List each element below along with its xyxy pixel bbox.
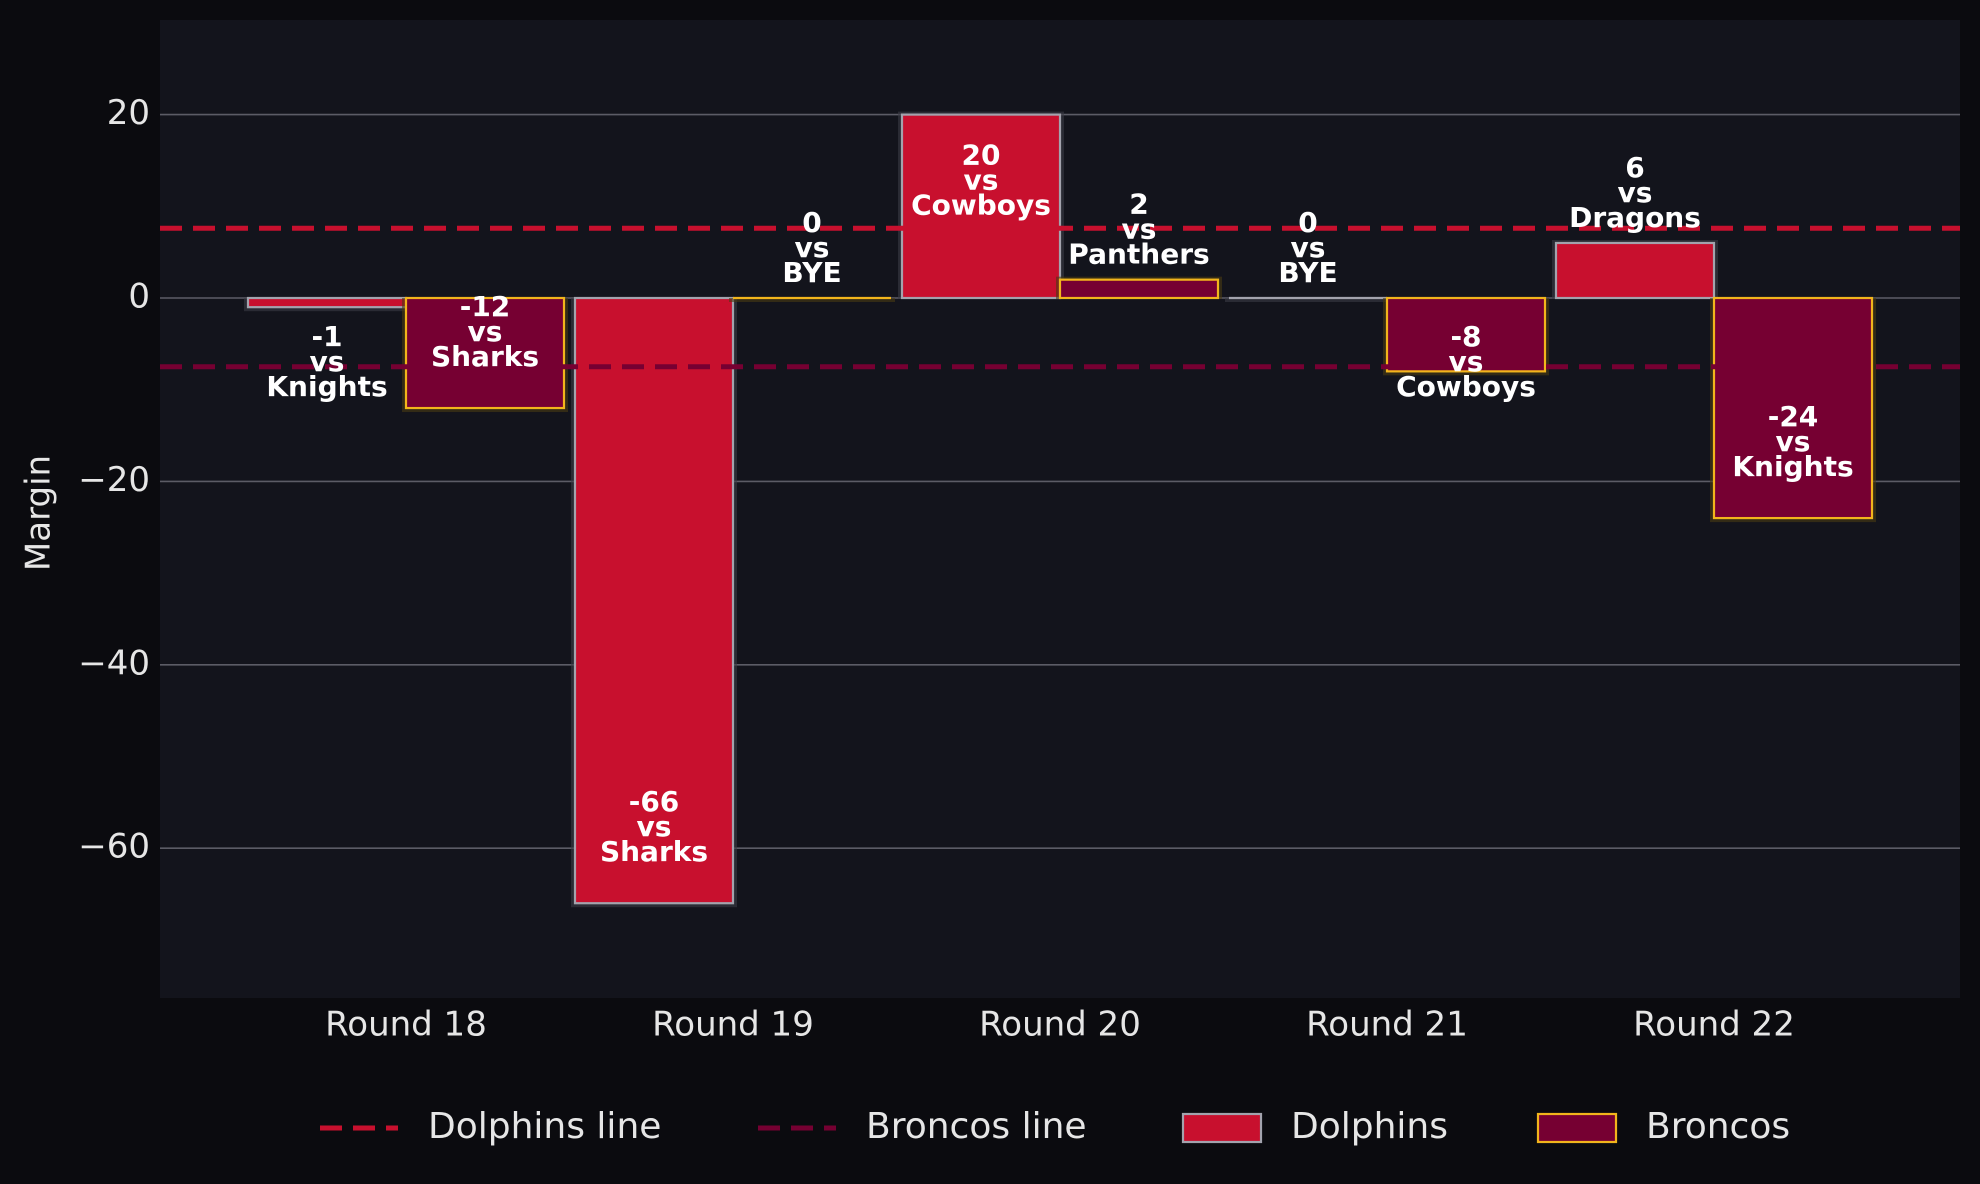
bar-shadow — [729, 298, 895, 302]
bar-value-label: BYE — [1278, 256, 1337, 289]
bar-value-label: vs — [795, 231, 830, 264]
bar-value-label: Dragons — [1569, 201, 1701, 234]
bar-dolphins — [573, 296, 735, 905]
x-axis: Round 18 Round 19 Round 20 Round 21 Round 22 — [325, 1005, 1795, 1045]
bar-value-label: Cowboys — [911, 189, 1051, 222]
bar-value-label: vs — [468, 315, 503, 348]
reference-lines — [160, 225, 1960, 370]
bar-shadow — [1225, 298, 1391, 302]
y-tick-label: 0 — [128, 277, 150, 317]
bar-labels: -1vsKnights-66vsSharks20vsCowboys0vsBYE6… — [266, 139, 1853, 869]
legend-patch-swatch — [1536, 1112, 1618, 1144]
bar-value-label: Sharks — [431, 340, 539, 373]
legend: Dolphins line Broncos line Dolphins Broncos — [320, 1106, 1790, 1147]
bar-value-label: Cowboys — [1396, 370, 1536, 403]
bar-value-label: 2 — [1129, 188, 1148, 221]
bar-value-label: vs — [1291, 231, 1326, 264]
bar-value-label: vs — [637, 810, 672, 843]
bar-value-label: -24 — [1768, 400, 1819, 433]
bar-value-label: 20 — [962, 139, 1001, 172]
bar-broncos — [1058, 278, 1220, 300]
bar-value-label: -8 — [1450, 320, 1481, 353]
bar-value-label: BYE — [782, 256, 841, 289]
y-axis-label: Margin — [19, 455, 59, 571]
y-tick-label: −60 — [78, 827, 150, 867]
bar-broncos — [404, 296, 566, 410]
bar-value-label: Knights — [1732, 450, 1853, 483]
y-axis: 20 0 −20 −40 −60 — [78, 93, 150, 867]
bar-value-label: -12 — [460, 290, 511, 323]
bar-value-label: Panthers — [1068, 238, 1209, 271]
x-tick-label: Round 18 — [325, 1005, 487, 1045]
bar-value-label: vs — [1122, 213, 1157, 246]
bar-value-label: Knights — [266, 370, 387, 403]
bar-broncos — [1385, 296, 1547, 373]
bar-broncos — [1712, 296, 1874, 520]
x-tick-label: Round 22 — [1633, 1005, 1795, 1045]
bar-dolphins — [246, 296, 408, 309]
y-tick-label: 20 — [107, 93, 150, 133]
bar-value-label: 0 — [802, 206, 821, 239]
legend-label: Broncos line — [866, 1106, 1087, 1147]
x-tick-label: Round 20 — [979, 1005, 1141, 1045]
legend-label: Broncos — [1646, 1106, 1790, 1147]
bar-value-label: vs — [1618, 176, 1653, 209]
bar-dolphins — [1554, 241, 1716, 300]
x-tick-label: Round 19 — [652, 1005, 814, 1045]
bar-value-label: vs — [1449, 345, 1484, 378]
legend-patch-swatch — [1181, 1112, 1263, 1144]
legend-label: Dolphins line — [428, 1106, 661, 1147]
legend-label: Dolphins — [1291, 1106, 1448, 1147]
bar-value-label: vs — [1776, 425, 1811, 458]
bar-value-label: 6 — [1625, 151, 1644, 184]
y-tick-label: −20 — [78, 460, 150, 500]
bar-value-label: vs — [310, 345, 345, 378]
bar-value-label: vs — [964, 164, 999, 197]
bars — [244, 111, 1876, 908]
bar-value-label: -1 — [311, 320, 342, 353]
x-tick-label: Round 21 — [1306, 1005, 1468, 1045]
bar-value-label: 0 — [1298, 206, 1317, 239]
bar-dolphins — [900, 113, 1062, 300]
y-tick-label: −40 — [78, 643, 150, 683]
bar-value-label: -66 — [629, 785, 680, 818]
bar-value-label: Sharks — [600, 835, 708, 868]
